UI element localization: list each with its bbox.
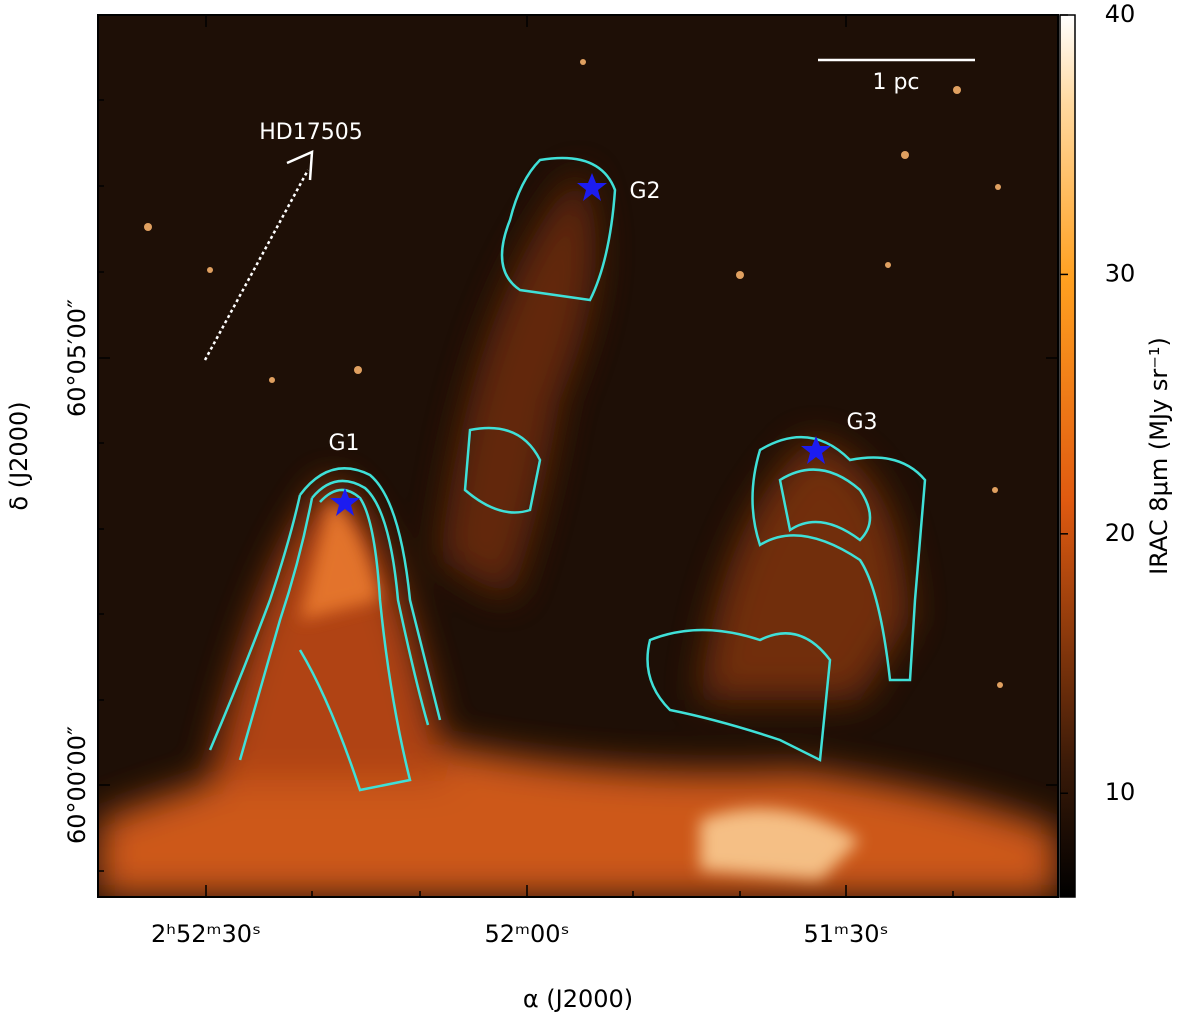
stars: [330, 173, 831, 516]
direction-arrow: [203, 169, 310, 361]
y-axis-label: δ (J2000): [5, 401, 33, 510]
image: [98, 15, 1058, 897]
colorbar-tick-label: 30: [1105, 259, 1136, 287]
contours: [208, 156, 927, 792]
star-marker: [330, 488, 360, 516]
y-tick-label: 60°05′00″: [63, 299, 91, 417]
star-label: HD17505: [259, 120, 362, 145]
colorbar-tick-label: 40: [1105, 0, 1136, 28]
star-marker: [801, 436, 831, 464]
x-tick-label: 2ʰ52ᵐ30ˢ: [151, 920, 261, 948]
colorbar-tick-label: 10: [1105, 778, 1136, 806]
arrow-head: [286, 150, 314, 181]
x-tick-label: 52ᵐ00ˢ: [485, 920, 570, 948]
region-label: G2: [629, 179, 660, 204]
region-label: G3: [846, 410, 877, 435]
colorbar-label: IRAC 8μm (MJy sr⁻¹): [1145, 337, 1173, 575]
x-axis-label: α (J2000): [523, 985, 633, 1013]
colorbar-tick-label: 20: [1105, 519, 1136, 547]
star-marker: [577, 173, 607, 201]
region-label: G1: [328, 431, 359, 456]
axis-ticks: [98, 15, 1058, 897]
plot-frame: [97, 14, 1059, 898]
x-tick-label: 51ᵐ30ˢ: [804, 920, 889, 948]
scale-label: 1 pc: [872, 70, 919, 95]
colorbar: [1059, 14, 1076, 898]
y-tick-label: 60°00′00″: [63, 726, 91, 844]
field-stars: [144, 59, 1003, 688]
